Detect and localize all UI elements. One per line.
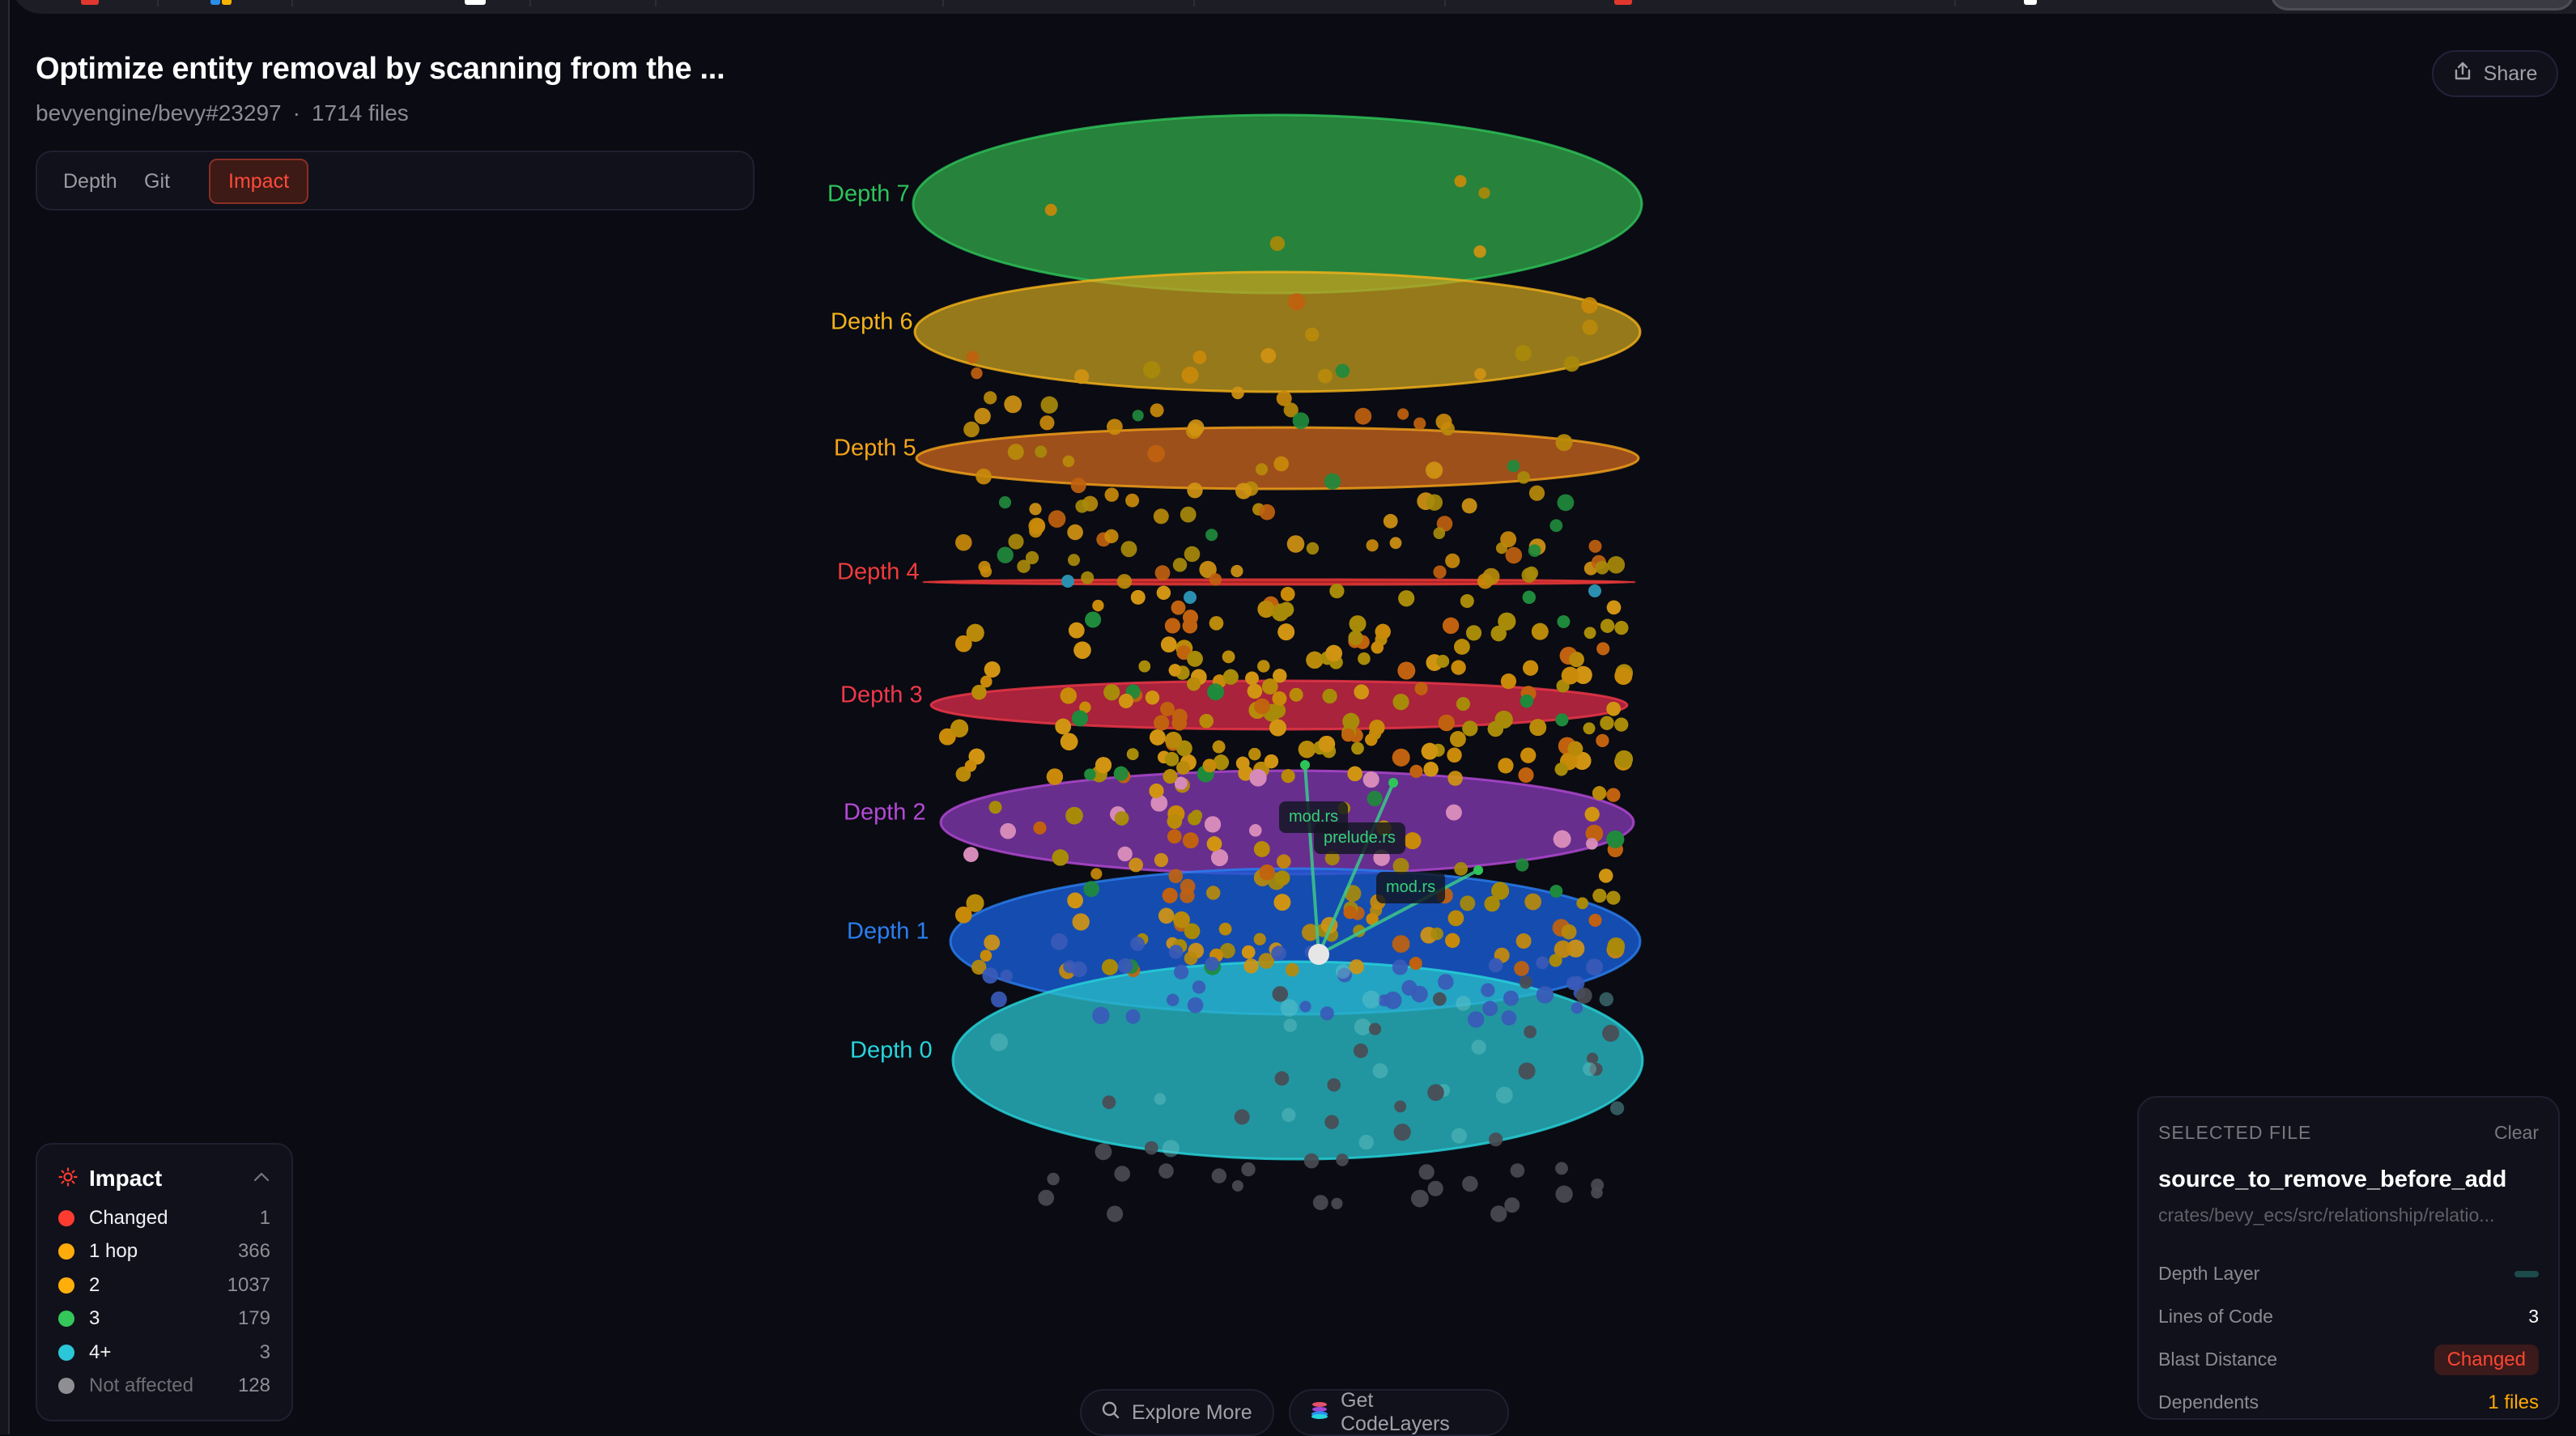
tab-impact[interactable]: Impact — [209, 159, 309, 204]
depth-label: Depth 0 — [850, 1037, 933, 1064]
tab-separator — [291, 0, 293, 6]
get-codelayers-label: Get CodeLayers — [1341, 1389, 1450, 1435]
legend-list: Changed 1 1 hop 366 2 1037 3 179 4+ 3 Not affected… — [58, 1201, 270, 1403]
legend-count: 1 — [259, 1206, 270, 1229]
tab-separator — [157, 0, 159, 6]
tab-favicon[interactable] — [210, 0, 220, 5]
tab-favicon[interactable] — [222, 0, 232, 5]
color-swatch — [58, 1277, 74, 1294]
selected-file-node[interactable] — [1308, 944, 1329, 965]
legend-count: 179 — [237, 1307, 270, 1330]
depth-label: Depth 5 — [834, 435, 916, 461]
legend-count: 3 — [259, 1340, 270, 1363]
lines-of-code-value: 3 — [2528, 1306, 2539, 1327]
tab-favicon[interactable] — [2024, 0, 2037, 5]
tab-separator — [1954, 0, 1956, 6]
depth-layer-row: Depth Layer — [2158, 1252, 2539, 1295]
dependency-edges — [1300, 760, 1483, 956]
get-codelayers-button[interactable]: Get CodeLayers — [1289, 1389, 1509, 1436]
selected-file-path: crates/bevy_ecs/src/relationship/relatio… — [2158, 1204, 2495, 1226]
search-icon — [1101, 1400, 1120, 1425]
tab-separator — [1193, 0, 1195, 6]
blast-distance-row: Blast Distance Changed — [2158, 1338, 2539, 1381]
depth-layer-swatch — [2514, 1270, 2539, 1277]
dependents-row: Dependents 1 files — [2158, 1381, 2539, 1424]
blast-distance-label: Blast Distance — [2158, 1349, 2278, 1370]
depth-layer-7[interactable] — [912, 113, 1643, 295]
lines-of-code-label: Lines of Code — [2158, 1306, 2273, 1327]
meta-separator: · — [292, 100, 300, 125]
selected-file-panel: SELECTED FILE Clear source_to_remove_bef… — [2137, 1096, 2560, 1420]
legend-count: 1037 — [227, 1273, 270, 1296]
legend-count: 128 — [237, 1374, 270, 1397]
lines-of-code-row: Lines of Code 3 — [2158, 1295, 2539, 1338]
legend-label: Changed — [89, 1206, 168, 1229]
color-swatch — [58, 1243, 74, 1260]
section-label: SELECTED FILE — [2158, 1122, 2312, 1143]
share-button[interactable]: Share — [2432, 50, 2558, 97]
depth-label: Depth 3 — [840, 682, 923, 708]
tab-favicon[interactable] — [81, 0, 99, 5]
view-mode-tabs: Depth Git Impact — [36, 151, 755, 210]
color-swatch — [58, 1378, 74, 1395]
file-tag[interactable]: prelude.rs — [1314, 822, 1405, 854]
color-swatch — [58, 1209, 74, 1226]
depth-layer-0[interactable] — [951, 960, 1644, 1161]
legend-item[interactable]: 2 1037 — [58, 1268, 270, 1302]
legend-count: 366 — [237, 1240, 270, 1263]
chevron-up-icon[interactable] — [253, 1171, 270, 1187]
legend-header[interactable]: Impact — [58, 1162, 270, 1195]
browser-tab-strip — [11, 0, 2576, 14]
tab-favicon[interactable] — [465, 0, 486, 5]
legend-label: Not affected — [89, 1374, 193, 1397]
layers-logo-icon — [1310, 1400, 1329, 1425]
selected-file-name: source_to_remove_before_add — [2158, 1166, 2507, 1192]
depth-label: Depth 4 — [837, 559, 920, 585]
legend-item[interactable]: Not affected 128 — [58, 1370, 270, 1404]
file-count: 1714 files — [311, 100, 409, 125]
repo-ref[interactable]: bevyengine/bevy#23297 — [36, 100, 282, 125]
tab-depth[interactable]: Depth — [63, 170, 117, 193]
dependents-label: Dependents — [2158, 1391, 2259, 1413]
file-nodes[interactable] — [939, 175, 1633, 1222]
explore-more-label: Explore More — [1132, 1400, 1252, 1424]
depth-label: Depth 1 — [847, 918, 929, 945]
legend-label: 3 — [89, 1307, 100, 1330]
pr-meta: bevyengine/bevy#23297 · 1714 files — [36, 100, 409, 126]
status-badge: Changed — [2434, 1344, 2539, 1375]
legend-label: 2 — [89, 1273, 100, 1296]
file-tag[interactable]: mod.rs — [1376, 872, 1446, 903]
share-label: Share — [2483, 62, 2538, 85]
page-title: Optimize entity removal by scanning from… — [36, 52, 725, 86]
depth-layer-label: Depth Layer — [2158, 1263, 2260, 1284]
color-swatch — [58, 1311, 74, 1328]
legend-title: Impact — [89, 1166, 163, 1191]
tab-favicon[interactable] — [1614, 0, 1632, 5]
explore-more-button[interactable]: Explore More — [1080, 1389, 1274, 1436]
legend-item[interactable]: 1 hop 366 — [58, 1235, 270, 1269]
depth-label: Depth 6 — [831, 308, 913, 335]
depth-label: Depth 2 — [844, 799, 926, 826]
tab-separator — [529, 0, 531, 6]
window-edge — [0, 0, 10, 1434]
tab-separator — [1444, 0, 1446, 6]
legend-label: 1 hop — [89, 1240, 138, 1263]
clear-button[interactable]: Clear — [2494, 1122, 2539, 1143]
depth-layer-6[interactable] — [913, 270, 1642, 393]
legend-item[interactable]: Changed 1 — [58, 1201, 270, 1235]
depth-label: Depth 7 — [827, 181, 910, 207]
legend-item[interactable]: 4+ 3 — [58, 1336, 270, 1370]
share-icon — [2453, 61, 2472, 87]
legend-item[interactable]: 3 179 — [58, 1302, 270, 1336]
sun-icon — [58, 1166, 78, 1191]
color-swatch — [58, 1344, 74, 1361]
tab-git[interactable]: Git — [144, 170, 170, 193]
legend-label: 4+ — [89, 1340, 112, 1363]
depth-layer-4[interactable] — [921, 578, 1637, 586]
impact-legend: Impact Changed 1 1 hop 366 2 1037 3 179 4+ 3 Not a… — [36, 1143, 293, 1421]
tab-separator — [942, 0, 944, 6]
tab-separator — [655, 0, 657, 6]
dependents-link[interactable]: 1 files — [2488, 1391, 2539, 1413]
